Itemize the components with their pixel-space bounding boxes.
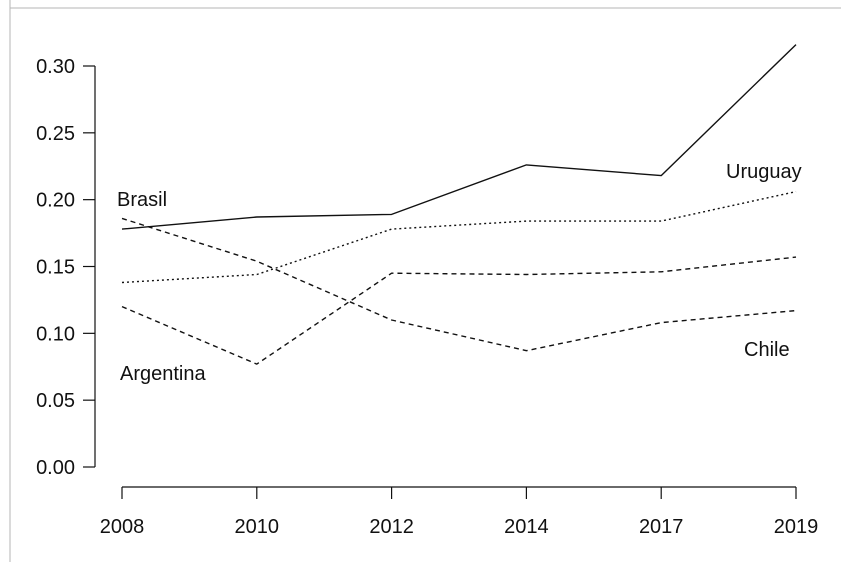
x-tick-label: 2014 (504, 516, 549, 538)
x-tick-label: 2017 (639, 516, 684, 538)
x-tick-label: 2008 (100, 516, 145, 538)
series-line-argentina (121, 256, 797, 365)
series-label-uruguay: Uruguay (726, 161, 802, 183)
series-group (121, 44, 797, 365)
series-label-chile: Chile (744, 339, 790, 361)
x-tick-label: 2010 (235, 516, 280, 538)
y-tick-label: 0.10 (36, 323, 75, 345)
y-tick-label: 0.05 (36, 390, 75, 412)
series-line-brasil (121, 217, 797, 352)
axes: 0.00 0.05 0.10 0.15 0.20 0.25 0.30 2008 2010 2012… (36, 56, 818, 538)
series-label-brasil: Brasil (117, 189, 167, 211)
x-tick-label: 2012 (369, 516, 414, 538)
y-tick-label: 0.15 (36, 257, 75, 279)
x-tick-label: 2019 (774, 516, 819, 538)
y-tick-label: 0.30 (36, 56, 75, 78)
series-label-argentina: Argentina (120, 363, 206, 385)
y-tick-label: 0.25 (36, 123, 75, 145)
series-line-chile (121, 190, 797, 284)
y-tick-label: 0.20 (36, 190, 75, 212)
y-tick-label: 0.00 (36, 457, 75, 479)
series-line-uruguay (121, 44, 797, 230)
